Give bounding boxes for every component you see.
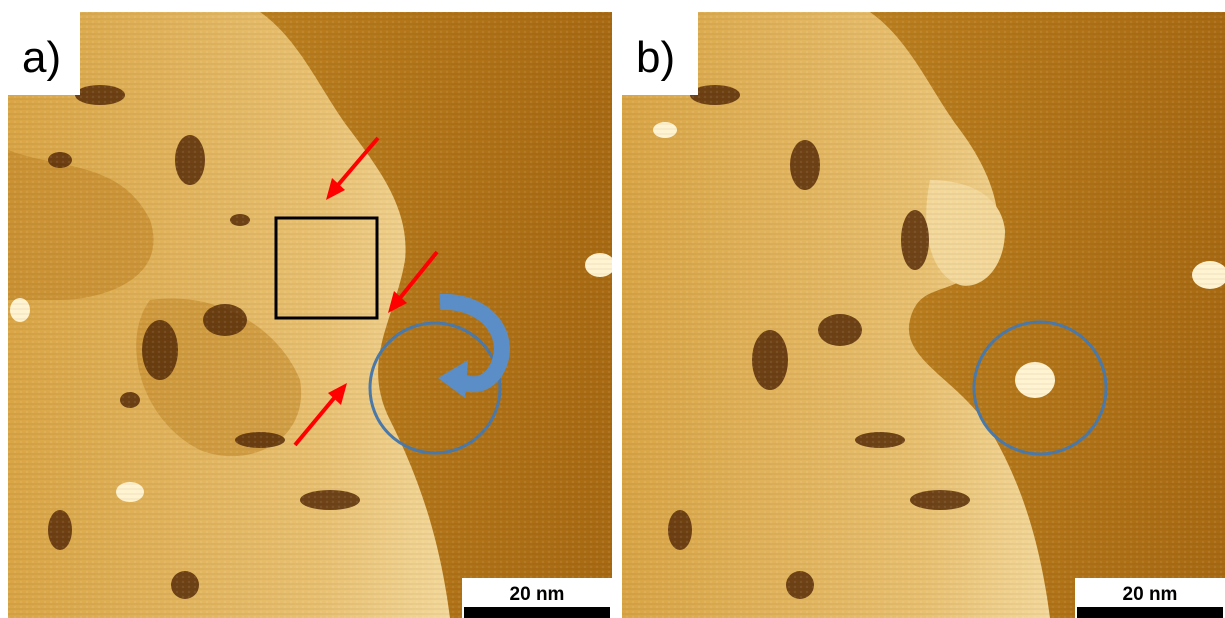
panel-label: b): [636, 33, 675, 82]
label-box: [622, 12, 698, 95]
scale-bar-label: 20 nm: [1123, 584, 1178, 605]
scale-bar-label: 20 nm: [510, 584, 565, 605]
scale-bar: [464, 607, 610, 618]
panel-b-image: [622, 12, 1225, 618]
highlight-circle: [368, 321, 502, 455]
panel-a-image: [8, 12, 612, 618]
panel-label: a): [22, 33, 61, 82]
selection-box: [274, 216, 379, 320]
highlight-circle: [972, 320, 1108, 456]
scale-bar: [1077, 607, 1223, 618]
red-arrows: [293, 136, 439, 447]
label-box: [8, 12, 80, 95]
rotation-arrow-head: [438, 360, 468, 398]
rotation-arrow: [439, 293, 510, 393]
